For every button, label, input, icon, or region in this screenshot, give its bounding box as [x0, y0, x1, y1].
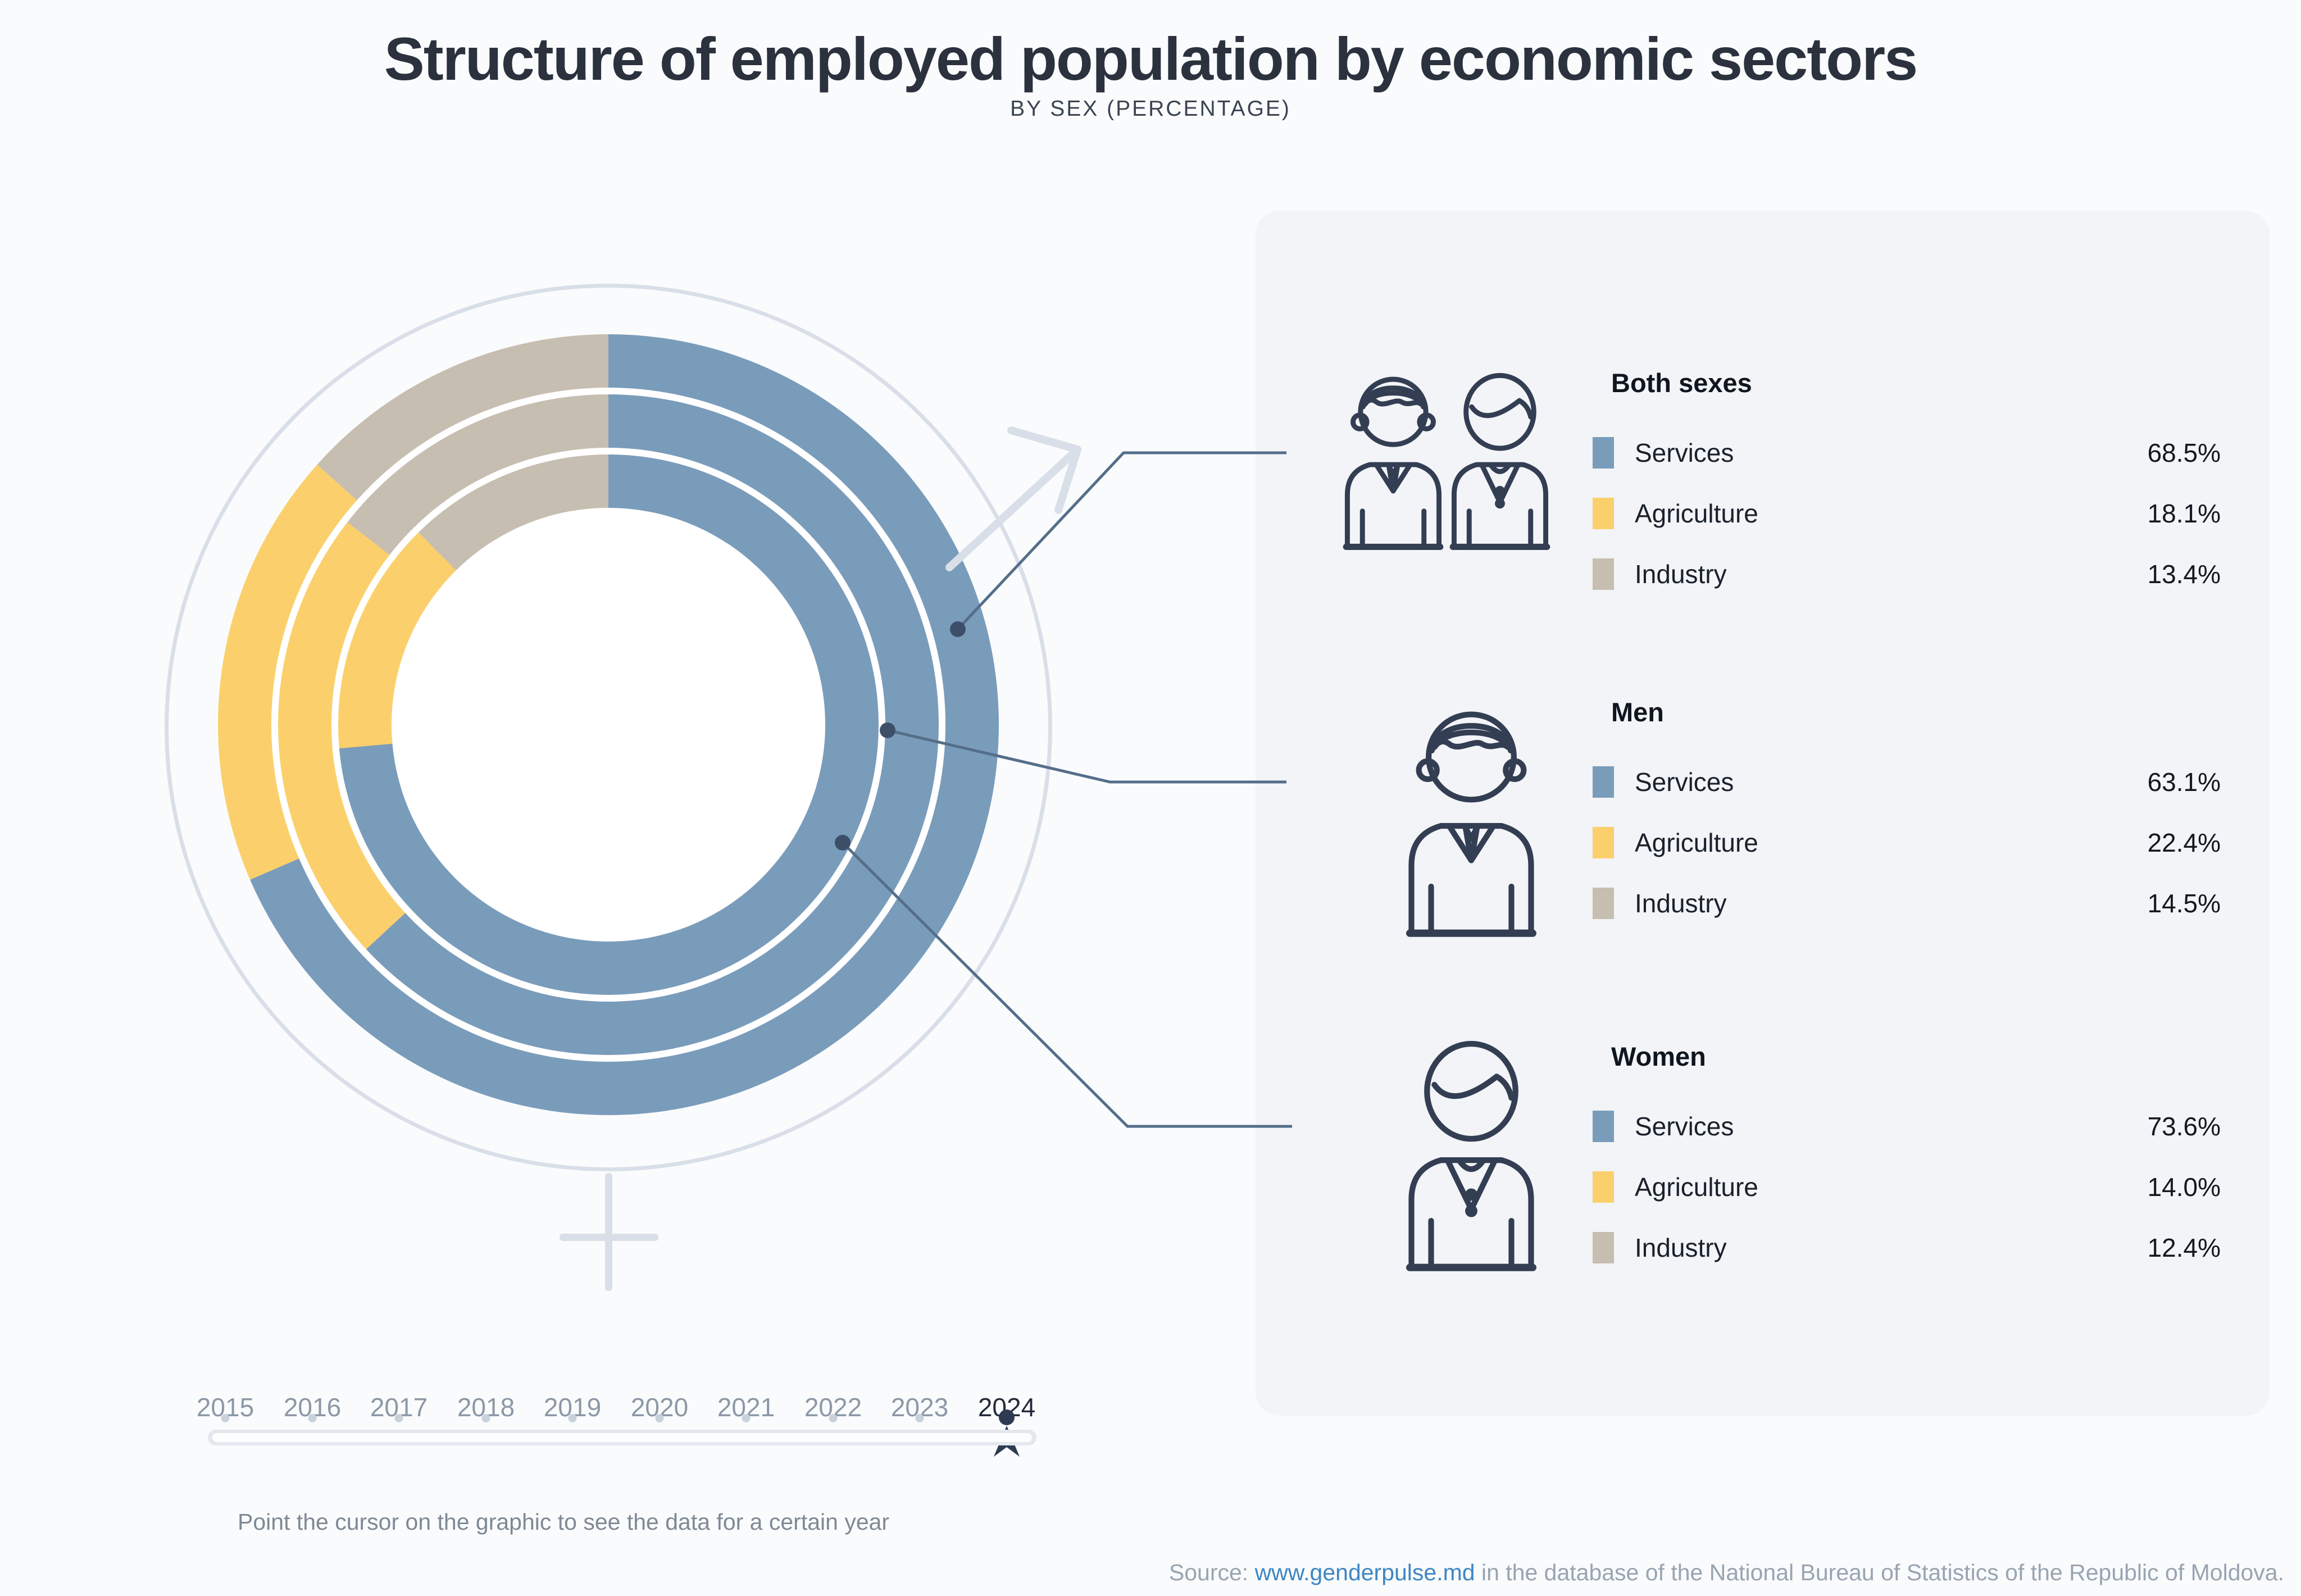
row-label: Agriculture	[1635, 828, 1758, 857]
woman-icon	[1406, 1040, 1536, 1271]
agriculture-swatch	[1593, 498, 1614, 529]
source-suffix: in the database of the National Bureau o…	[1475, 1559, 2284, 1585]
both-sexes-icon	[1340, 368, 1447, 550]
legend-row: Services 68.5%	[1593, 434, 2221, 472]
row-value: 13.4%	[2147, 560, 2221, 589]
legend-row: Industry 14.5%	[1593, 884, 2221, 922]
slider-hint-text: Point the cursor on the graphic to see t…	[238, 1509, 890, 1535]
row-value: 22.4%	[2147, 828, 2221, 857]
industry-swatch	[1593, 888, 1614, 919]
row-label: Services	[1635, 438, 1734, 467]
slider-track-groove[interactable]	[212, 1433, 1032, 1442]
female-symbol-stem	[605, 1173, 612, 1291]
row-label: Industry	[1635, 889, 1727, 918]
legend-row: Industry 12.4%	[1593, 1229, 2221, 1267]
female-symbol-crossbar	[560, 1234, 658, 1241]
row-label: Industry	[1635, 1233, 1727, 1262]
slider-tick-2015[interactable]	[221, 1414, 230, 1422]
gender-symbol-circle	[165, 284, 1052, 1171]
women-icon	[1402, 1034, 1541, 1272]
source-link[interactable]: www.genderpulse.md	[1254, 1559, 1475, 1585]
section-label-men: Men	[1611, 697, 1664, 727]
row-value: 14.0%	[2147, 1172, 2221, 1202]
agriculture-swatch	[1593, 1171, 1614, 1203]
agriculture-swatch	[1593, 827, 1614, 858]
legend-row: Industry 13.4%	[1593, 555, 2221, 593]
slider-tick-2016[interactable]	[308, 1414, 317, 1422]
industry-swatch	[1593, 1232, 1614, 1263]
men-icon	[1402, 699, 1541, 938]
services-swatch	[1593, 437, 1614, 469]
industry-swatch	[1593, 558, 1614, 590]
slider-tick-2024-active[interactable]	[999, 1409, 1015, 1425]
row-value: 68.5%	[2147, 438, 2221, 467]
legend-row: Agriculture 18.1%	[1593, 494, 2221, 533]
row-value: 18.1%	[2147, 499, 2221, 528]
source-line: Source: www.genderpulse.md in the databa…	[1169, 1559, 2284, 1586]
slider-tick-2023[interactable]	[915, 1414, 924, 1422]
row-label: Agriculture	[1635, 1172, 1758, 1202]
both-sexes-icon-2	[1447, 368, 1553, 550]
woman-icon	[1449, 372, 1550, 550]
row-label: Services	[1635, 1112, 1734, 1141]
row-value: 63.1%	[2147, 767, 2221, 797]
man-icon	[1406, 711, 1536, 937]
section-label-women: Women	[1611, 1042, 1706, 1071]
source-prefix: Source:	[1168, 1559, 1255, 1585]
row-value: 14.5%	[2147, 889, 2221, 918]
slider-tick-2022[interactable]	[829, 1414, 838, 1422]
row-label: Services	[1635, 767, 1734, 797]
section-label-both-sexes: Both sexes	[1611, 368, 1752, 398]
legend-row: Agriculture 22.4%	[1593, 824, 2221, 862]
row-label: Industry	[1635, 560, 1727, 589]
row-value: 73.6%	[2147, 1112, 2221, 1141]
services-swatch	[1593, 1111, 1614, 1142]
page-subtitle: BY SEX (PERCENTAGE)	[1010, 97, 1291, 121]
legend-row: Services 63.1%	[1593, 763, 2221, 801]
services-swatch	[1593, 766, 1614, 798]
slider-tick-2018[interactable]	[481, 1414, 490, 1422]
donut-hole	[392, 508, 825, 942]
slider-tick-2021[interactable]	[742, 1414, 751, 1422]
page-title: Structure of employed population by econ…	[384, 25, 1918, 93]
legend-row: Services 73.6%	[1593, 1107, 2221, 1145]
slider-tick-2020[interactable]	[655, 1414, 664, 1422]
row-value: 12.4%	[2147, 1233, 2221, 1262]
slider-tick-2017[interactable]	[394, 1414, 403, 1422]
man-icon	[1343, 376, 1444, 550]
slider-tick-2019[interactable]	[568, 1414, 577, 1422]
legend-row: Agriculture 14.0%	[1593, 1168, 2221, 1206]
row-label: Agriculture	[1635, 499, 1758, 528]
